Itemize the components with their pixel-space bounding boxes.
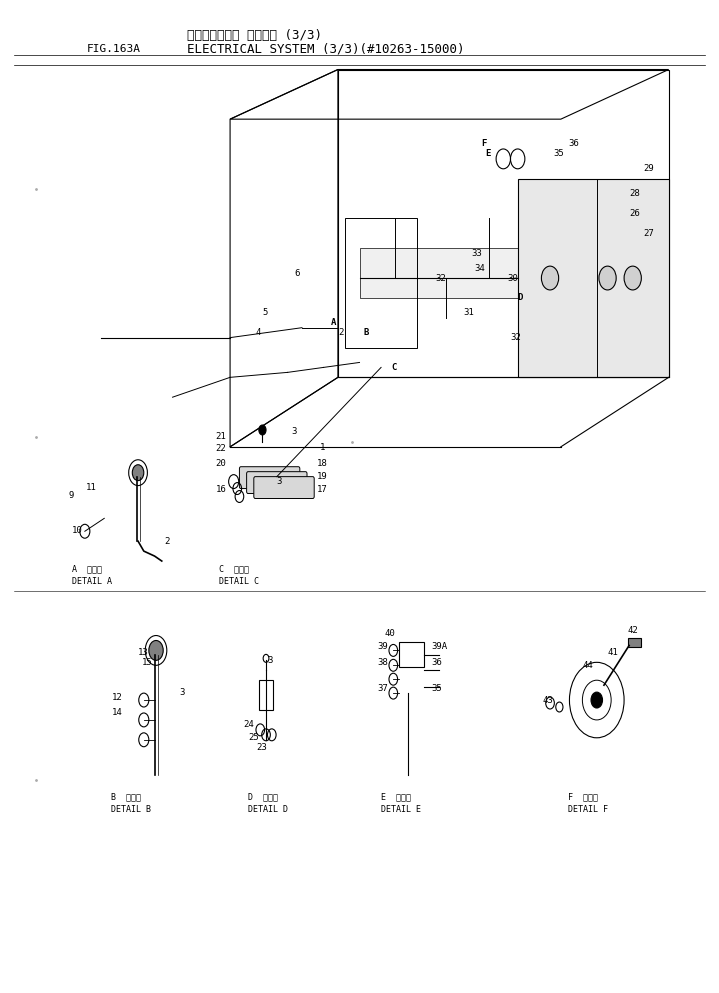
FancyBboxPatch shape <box>254 477 314 498</box>
Text: 42: 42 <box>628 626 638 635</box>
Text: 33: 33 <box>471 248 482 258</box>
Text: 4: 4 <box>255 328 260 338</box>
Text: 12: 12 <box>111 693 122 702</box>
Text: D: D <box>518 293 523 303</box>
Text: DETAIL E: DETAIL E <box>381 805 421 814</box>
Text: DETAIL B: DETAIL B <box>111 805 152 814</box>
Text: 44: 44 <box>582 661 593 670</box>
Text: 10: 10 <box>72 526 83 535</box>
Text: 28: 28 <box>629 189 640 199</box>
Text: 41: 41 <box>608 648 618 657</box>
Bar <box>399 642 424 667</box>
Text: 3: 3 <box>180 688 185 697</box>
Text: E  詳細図: E 詳細図 <box>381 792 411 801</box>
Text: 31: 31 <box>464 308 475 318</box>
Text: DETAIL C: DETAIL C <box>219 577 260 586</box>
Text: 13: 13 <box>138 648 149 657</box>
Polygon shape <box>360 248 647 298</box>
Text: B: B <box>363 328 368 338</box>
Text: DETAIL F: DETAIL F <box>568 805 608 814</box>
Text: 19: 19 <box>316 472 327 481</box>
FancyBboxPatch shape <box>247 472 307 494</box>
Text: DETAIL D: DETAIL D <box>248 805 288 814</box>
Text: 21: 21 <box>216 432 226 441</box>
Circle shape <box>259 425 266 435</box>
Text: 26: 26 <box>629 209 640 218</box>
Text: 39A: 39A <box>431 642 447 651</box>
Text: 36: 36 <box>568 139 579 149</box>
Text: 38: 38 <box>377 658 388 667</box>
Polygon shape <box>518 179 669 377</box>
Circle shape <box>541 266 559 290</box>
Text: 37: 37 <box>377 684 388 693</box>
Circle shape <box>599 266 616 290</box>
Text: エレクトリカル システム (3/3): エレクトリカル システム (3/3) <box>187 29 322 43</box>
Text: 20: 20 <box>216 459 226 468</box>
Text: 22: 22 <box>216 444 226 453</box>
Text: 9: 9 <box>68 492 73 500</box>
Text: E: E <box>485 149 490 159</box>
Text: 2: 2 <box>338 328 343 338</box>
Text: 43: 43 <box>543 696 554 705</box>
Text: 17: 17 <box>316 485 327 494</box>
Text: F  詳細図: F 詳細図 <box>568 792 598 801</box>
Text: DETAIL A: DETAIL A <box>72 577 112 586</box>
Bar <box>259 680 273 710</box>
Text: FIG.163A: FIG.163A <box>86 44 140 54</box>
Text: 35: 35 <box>554 149 564 159</box>
Text: 30: 30 <box>507 273 518 283</box>
Text: 40: 40 <box>385 629 395 638</box>
Text: 32: 32 <box>510 333 521 343</box>
Text: 1: 1 <box>320 443 325 452</box>
Text: 34: 34 <box>475 263 485 273</box>
FancyBboxPatch shape <box>239 467 300 489</box>
Text: 16: 16 <box>216 485 226 494</box>
Text: 29: 29 <box>644 164 654 174</box>
Text: 36: 36 <box>431 658 442 667</box>
Text: 3: 3 <box>267 656 273 665</box>
Text: 14: 14 <box>111 708 122 717</box>
Text: ELECTRICAL SYSTEM (3/3)(#10263-15000): ELECTRICAL SYSTEM (3/3)(#10263-15000) <box>187 42 464 56</box>
Text: 3: 3 <box>291 427 296 436</box>
Circle shape <box>132 465 144 481</box>
Circle shape <box>591 692 603 708</box>
Circle shape <box>624 266 641 290</box>
Text: 2: 2 <box>164 537 169 546</box>
Text: 23: 23 <box>256 743 267 752</box>
Text: 18: 18 <box>316 459 327 468</box>
Text: 3: 3 <box>277 477 282 487</box>
Text: 35: 35 <box>431 684 442 693</box>
Text: 24: 24 <box>243 720 254 729</box>
Text: B  詳細図: B 詳細図 <box>111 792 142 801</box>
Text: 5: 5 <box>262 308 267 318</box>
Text: D  詳細図: D 詳細図 <box>248 792 278 801</box>
Text: 11: 11 <box>86 483 97 492</box>
Text: 6: 6 <box>295 268 300 278</box>
Text: F: F <box>482 139 487 149</box>
Text: 39: 39 <box>377 642 388 651</box>
Circle shape <box>149 640 163 660</box>
Text: A: A <box>331 318 336 328</box>
Text: C: C <box>392 362 397 372</box>
Bar <box>628 638 641 647</box>
Text: C  詳細図: C 詳細図 <box>219 564 249 573</box>
Text: A  詳細図: A 詳細図 <box>72 564 102 573</box>
Text: 32: 32 <box>435 273 446 283</box>
Text: 27: 27 <box>644 228 654 238</box>
Text: 15: 15 <box>142 658 152 667</box>
Text: 25: 25 <box>248 733 259 742</box>
